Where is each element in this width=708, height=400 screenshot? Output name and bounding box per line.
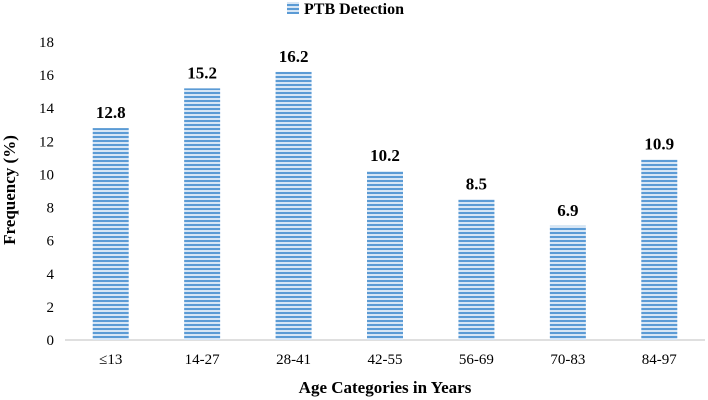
y-tick-label: 12 xyxy=(39,134,54,150)
data-label: 15.2 xyxy=(187,63,217,82)
bar xyxy=(458,199,495,340)
x-axis-ticks: ≤13 14-27 28-41 42-55 56-69 70-83 84-97 xyxy=(99,352,677,368)
legend: PTB Detection xyxy=(287,1,404,18)
legend-label: PTB Detection xyxy=(304,1,404,18)
y-tick-label: 2 xyxy=(47,300,55,316)
data-labels: 12.8 15.2 16.2 10.2 8.5 6.9 10.9 xyxy=(96,47,674,220)
bar xyxy=(549,225,586,340)
data-label: 10.9 xyxy=(644,135,674,154)
y-tick-label: 14 xyxy=(39,101,55,117)
bar xyxy=(367,171,403,340)
x-tick-label: 70-83 xyxy=(550,352,585,368)
x-tick-label: 42-55 xyxy=(368,352,403,368)
x-tick-label: ≤13 xyxy=(99,352,122,368)
legend-swatch xyxy=(287,2,299,14)
y-axis-title: Frequency (%) xyxy=(0,135,19,245)
x-axis-title: Age Categories in Years xyxy=(299,378,472,397)
y-tick-label: 6 xyxy=(47,234,55,250)
x-tick-label: 28-41 xyxy=(276,352,311,368)
y-tick-label: 8 xyxy=(47,201,55,217)
bar xyxy=(275,71,312,341)
data-label: 8.5 xyxy=(466,174,487,193)
data-label: 10.2 xyxy=(370,146,400,165)
x-tick-label: 14-27 xyxy=(185,352,220,368)
y-tick-label: 10 xyxy=(39,167,54,183)
bars xyxy=(92,71,678,341)
data-label: 16.2 xyxy=(279,47,309,66)
bar xyxy=(184,88,221,340)
y-tick-label: 0 xyxy=(47,333,55,349)
x-tick-label: 84-97 xyxy=(642,352,677,368)
y-tick-label: 4 xyxy=(47,267,55,283)
y-tick-label: 18 xyxy=(39,35,54,51)
bar xyxy=(641,159,678,340)
data-label: 12.8 xyxy=(96,103,126,122)
y-axis-ticks: 0 2 4 6 8 10 12 14 16 18 xyxy=(39,35,55,349)
bar xyxy=(92,128,129,340)
y-tick-label: 16 xyxy=(39,68,55,84)
x-tick-label: 56-69 xyxy=(459,352,494,368)
data-label: 6.9 xyxy=(557,201,578,220)
